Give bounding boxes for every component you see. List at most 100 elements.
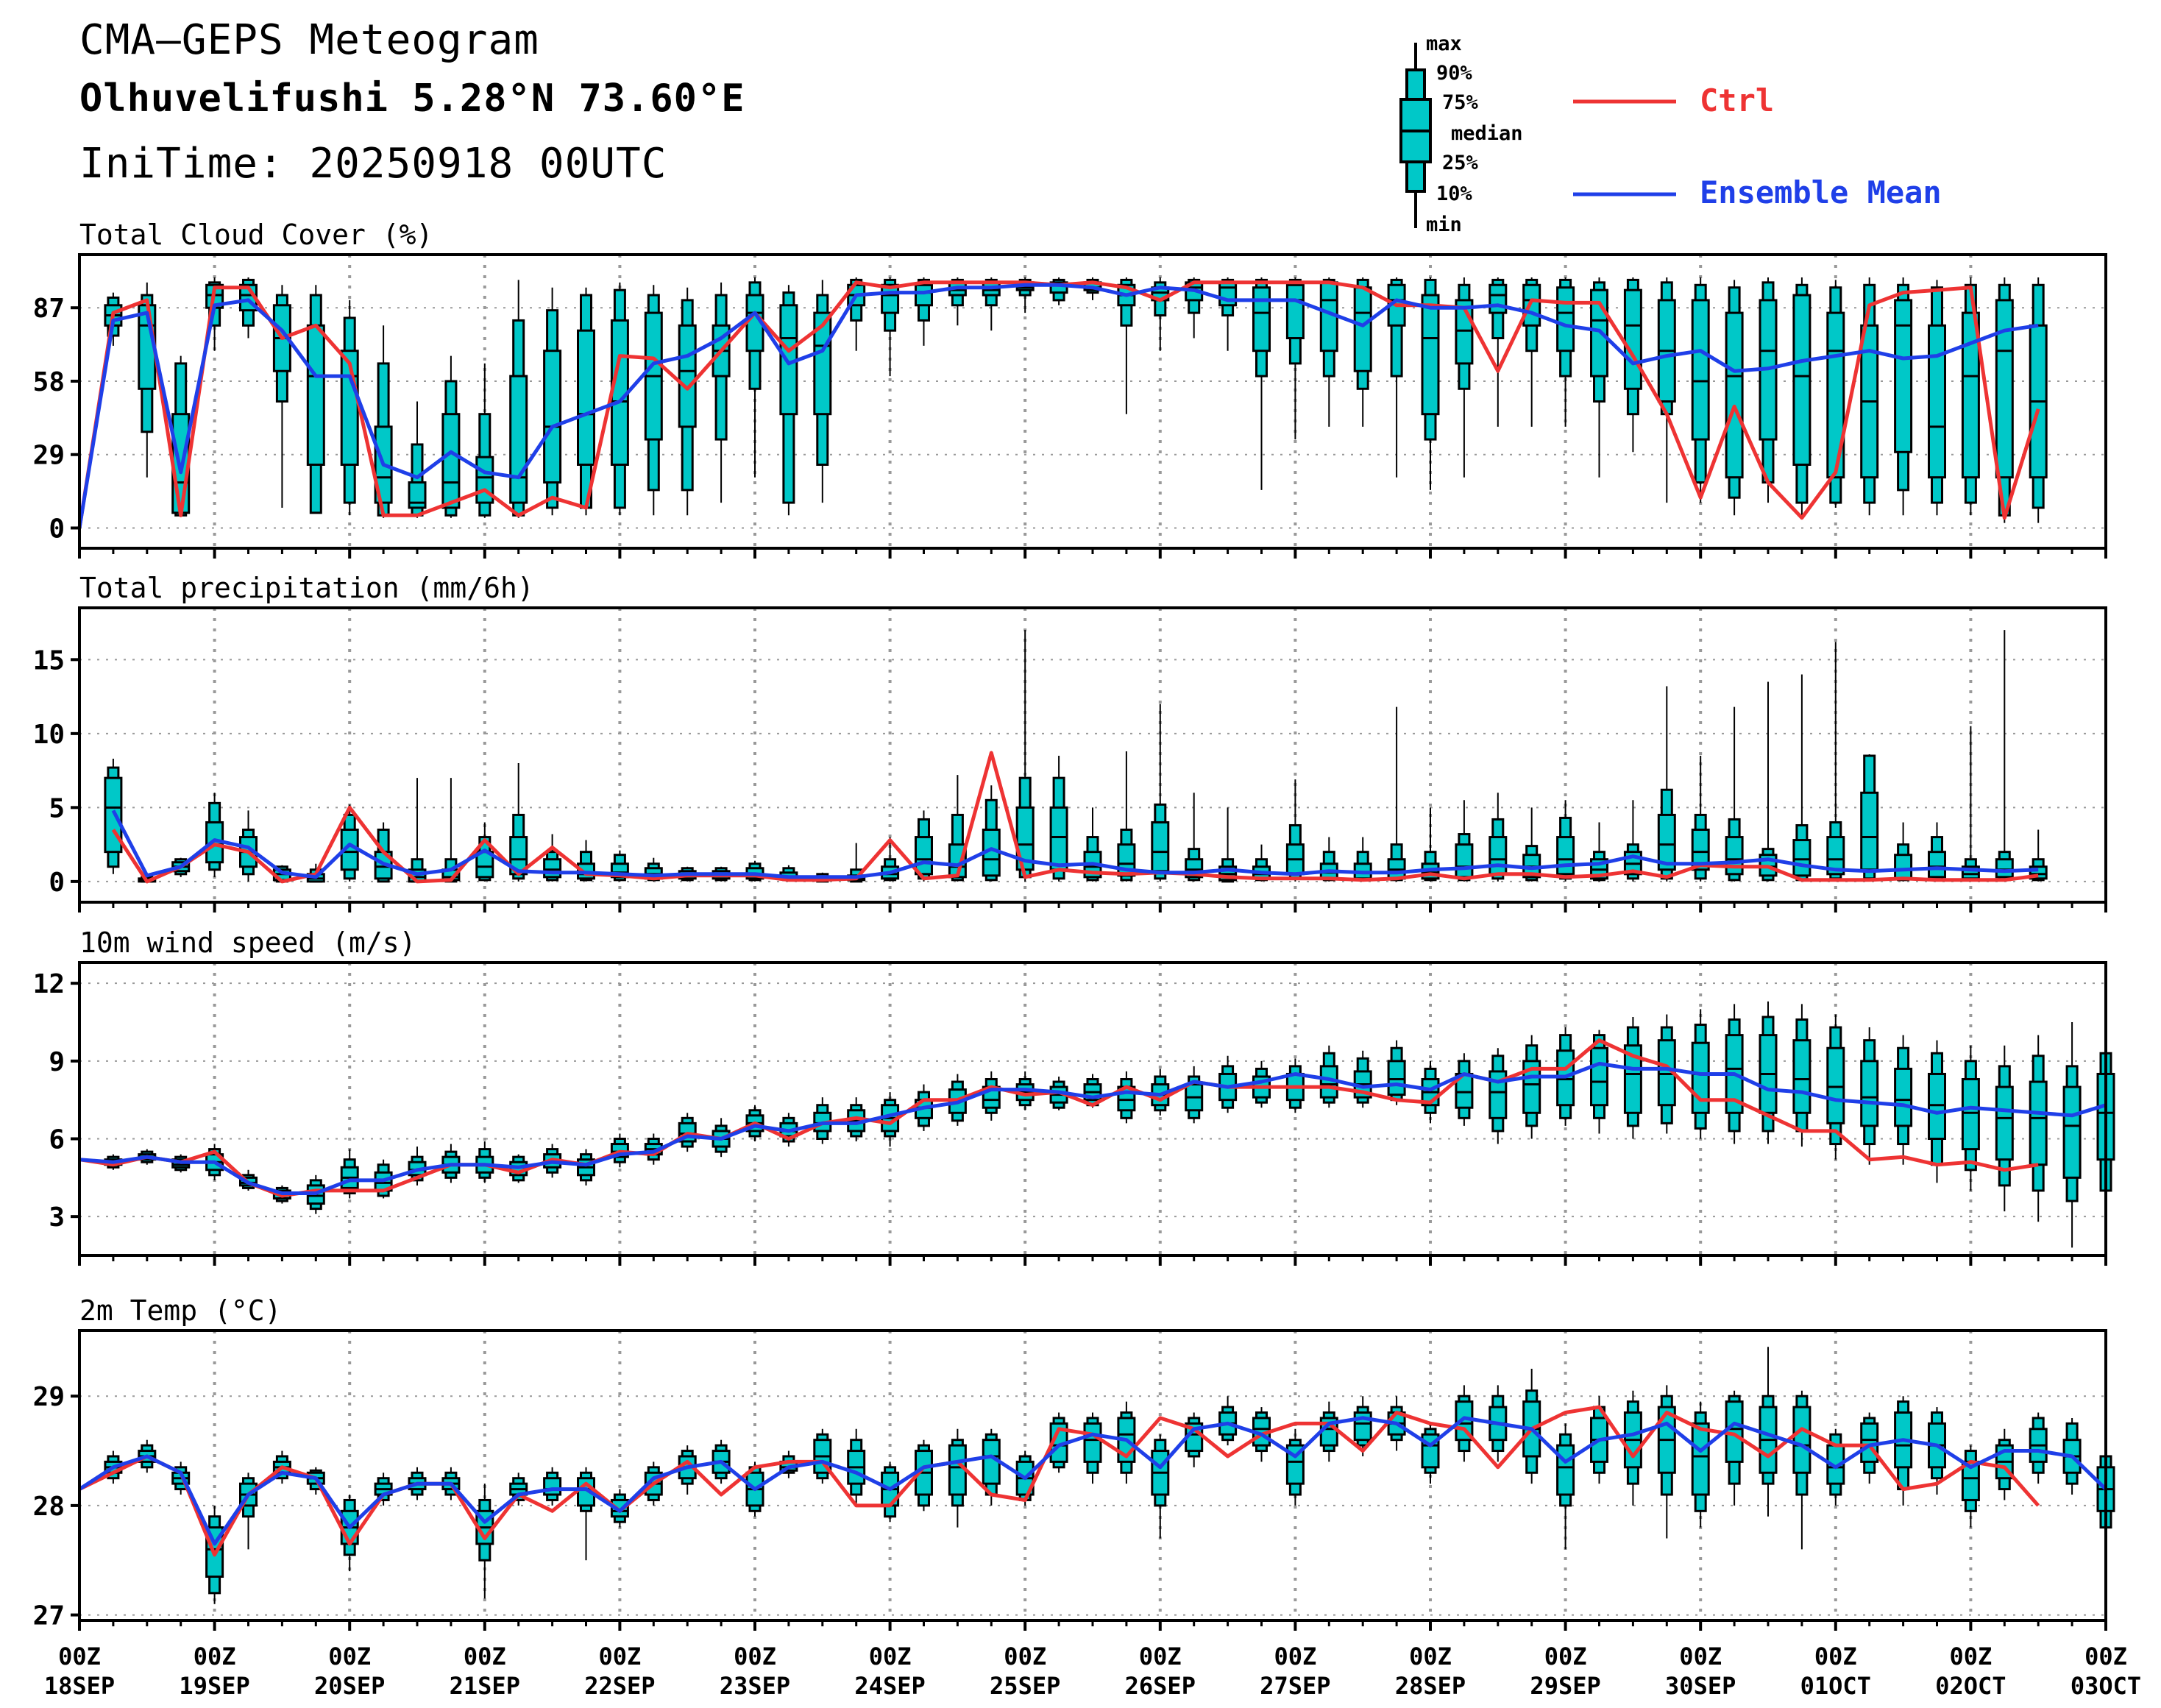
box-plot: [1117, 1071, 1136, 1124]
box-plot: [239, 1473, 258, 1550]
box-plot: [1995, 1045, 2014, 1212]
box-plot: [1759, 1347, 1778, 1517]
x-date-label: 21SEP: [450, 1672, 520, 1700]
box-plot: [1185, 1066, 1204, 1124]
y-tick-label: 29: [33, 1382, 65, 1412]
box-plot: [1083, 1074, 1102, 1108]
box-inner: [1488, 1070, 1508, 1119]
box-plot: [644, 285, 663, 516]
box-inner: [1556, 1444, 1575, 1496]
box-plot: [779, 285, 798, 516]
ensemble-mean-line: [77, 283, 2039, 528]
box-plot: [2062, 1022, 2082, 1248]
x-hour-label: 00Z: [734, 1643, 776, 1670]
box-plot: [340, 300, 359, 516]
box-inner: [1049, 806, 1068, 871]
box-plot: [1319, 1401, 1338, 1462]
box-inner: [678, 324, 697, 428]
box-plot: [1623, 1016, 1642, 1139]
ctrl-line: [111, 751, 2039, 884]
x-hour-label: 00Z: [1274, 1643, 1317, 1670]
box-plot: [1455, 1053, 1474, 1126]
box-inner: [1826, 1046, 1845, 1124]
ctrl-line: [77, 280, 2040, 528]
x-hour-label: 00Z: [58, 1643, 101, 1670]
box-plot: [1151, 704, 1170, 882]
box-inner: [408, 481, 427, 509]
box-plot: [1049, 756, 1068, 882]
box-plot: [1961, 1045, 1980, 1191]
box-key-max: max: [1426, 32, 1462, 55]
box-plot: [1218, 277, 1238, 351]
panel-title: 2m Temp (°C): [79, 1294, 282, 1327]
box-plot: [1623, 800, 1642, 882]
y-tick-label: 9: [49, 1047, 65, 1077]
box-inner: [1556, 286, 1575, 352]
box-plot: [2029, 1035, 2048, 1222]
box-plot: [2029, 1412, 2048, 1484]
panel-title: Total precipitation (mm/6h): [79, 572, 534, 604]
box-plot: [577, 287, 595, 516]
y-tick-label: 28: [33, 1492, 65, 1522]
box-plot: [1117, 751, 1136, 882]
x-date-label: 22SEP: [584, 1672, 655, 1700]
box-plot: [475, 1484, 494, 1599]
box-plot: [1894, 277, 1913, 516]
box-inner: [948, 1444, 967, 1496]
x-hour-label: 00Z: [1679, 1643, 1722, 1670]
box-inner: [1860, 791, 1879, 871]
box-plot: [1657, 277, 1676, 503]
box-plot: [1894, 822, 1913, 882]
init-time: IniTime: 20250918 00UTC: [79, 140, 667, 188]
mean-legend-swatch: [1573, 192, 1676, 196]
ensemble-mean-line: [79, 1061, 2107, 1195]
box-key-25: 25%: [1442, 152, 1478, 174]
box-inner: [1961, 311, 1980, 479]
box-plot: [1319, 277, 1338, 427]
box-plot: [1657, 1385, 1676, 1539]
box-inner: [1353, 286, 1372, 372]
box-plot: [306, 285, 325, 514]
box-inner: [1792, 1039, 1812, 1114]
station-location: Olhuvelifushi 5.28°N 73.60°E: [79, 77, 745, 121]
box-plot: [577, 1467, 595, 1561]
box-plot: [1387, 1040, 1406, 1105]
chart-title: CMA—GEPS Meteogram: [79, 16, 539, 64]
box-plot: [1759, 1001, 1778, 1144]
box-plot: [745, 860, 764, 882]
panel-title: 10m wind speed (m/s): [79, 926, 416, 959]
box-inner: [915, 283, 933, 307]
box-inner: [1421, 294, 1440, 416]
box-plot: [982, 785, 1001, 882]
box-plot: [813, 1428, 832, 1484]
x-date-label: 01OCT: [1800, 1672, 1871, 1700]
box-plot: [1285, 1428, 1305, 1506]
box-inner: [1691, 299, 1710, 441]
y-tick-label: 29: [33, 441, 65, 471]
x-hour-label: 00Z: [1544, 1643, 1587, 1670]
box-plot: [1285, 779, 1305, 882]
box-plot: [1015, 630, 1035, 882]
box-inner: [1860, 1060, 1879, 1127]
box-plot: [272, 285, 291, 508]
box-inner: [1015, 806, 1035, 871]
box-plot: [1252, 277, 1271, 490]
x-hour-label: 00Z: [2084, 1643, 2127, 1670]
box-inner: [2029, 1080, 2048, 1166]
x-hour-label: 00Z: [869, 1643, 912, 1670]
x-date-label: 26SEP: [1125, 1672, 1196, 1700]
box-plot: [1725, 280, 1744, 516]
box-plot: [1353, 277, 1372, 427]
box-plot: [1928, 280, 1946, 516]
y-tick-label: 27: [33, 1601, 65, 1631]
box-inner: [1894, 1067, 1913, 1127]
box-inner: [1691, 1041, 1710, 1114]
panel-2: Total precipitation (mm/6h) 0 5 10 15: [33, 572, 2107, 913]
x-hour-label: 00Z: [1950, 1643, 1993, 1670]
box-plot: [1691, 277, 1710, 503]
box-plot: [1387, 706, 1406, 882]
box-inner: [306, 324, 325, 466]
box-plot: [408, 401, 427, 518]
